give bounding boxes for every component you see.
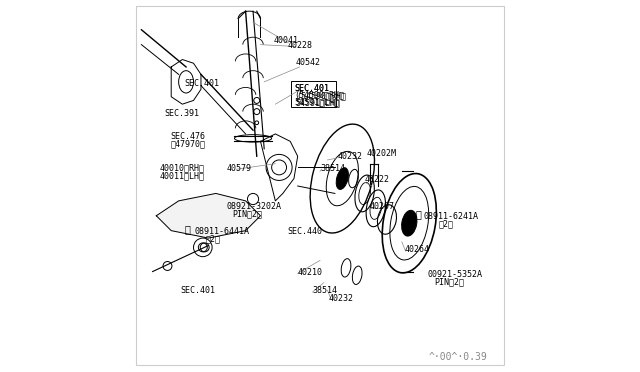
Ellipse shape <box>336 168 348 189</box>
Text: （47970）: （47970） <box>170 140 205 149</box>
Text: 40232: 40232 <box>328 294 353 303</box>
Text: 40011（LH）: 40011（LH） <box>159 171 204 180</box>
Text: ⓝ: ⓝ <box>185 224 191 234</box>
Text: SEC.401: SEC.401 <box>184 79 220 88</box>
Text: 08911-6441A: 08911-6441A <box>195 227 249 236</box>
Text: 40222: 40222 <box>365 175 390 184</box>
Text: 40264: 40264 <box>405 246 430 254</box>
Text: 54591【LH】: 54591【LH】 <box>294 97 339 106</box>
Ellipse shape <box>402 210 417 236</box>
Text: ^·00^·0.39: ^·00^·0.39 <box>428 352 487 362</box>
Text: （2）: （2） <box>205 234 220 243</box>
Text: 40202M: 40202M <box>367 149 397 158</box>
Text: 38514: 38514 <box>321 164 346 173</box>
Text: SEC.401: SEC.401 <box>294 84 329 93</box>
Text: (54590【RH】: (54590【RH】 <box>296 91 346 100</box>
Text: SEC.476: SEC.476 <box>170 132 205 141</box>
Text: 40207: 40207 <box>369 202 394 211</box>
Text: 40542: 40542 <box>296 58 321 67</box>
Text: SEC.440: SEC.440 <box>287 227 323 236</box>
Text: ⓝ: ⓝ <box>415 209 422 219</box>
Text: SEC.391: SEC.391 <box>164 109 200 118</box>
Polygon shape <box>156 193 260 238</box>
Text: 40210: 40210 <box>298 268 323 277</box>
Text: (54590【RH】: (54590【RH】 <box>294 90 344 99</box>
Text: SEC.401: SEC.401 <box>294 84 329 93</box>
FancyBboxPatch shape <box>291 81 335 107</box>
Text: 00921-5352A: 00921-5352A <box>428 270 483 279</box>
Text: （2）: （2） <box>438 219 453 228</box>
Text: PIN（2）: PIN（2） <box>435 278 465 286</box>
Text: 08921-3202A: 08921-3202A <box>227 202 281 211</box>
Text: SEC.401: SEC.401 <box>180 286 216 295</box>
Text: 08911-6241A: 08911-6241A <box>424 212 479 221</box>
Text: 40228: 40228 <box>287 41 312 50</box>
Text: 40010（RH）: 40010（RH） <box>159 164 204 173</box>
Text: 40041: 40041 <box>273 36 298 45</box>
Text: PIN（2）: PIN（2） <box>232 209 262 218</box>
Text: 54591【LH】: 54591【LH】 <box>296 99 341 108</box>
Text: 38514: 38514 <box>312 286 337 295</box>
Text: 40579: 40579 <box>227 164 252 173</box>
Text: 40232: 40232 <box>338 153 363 161</box>
